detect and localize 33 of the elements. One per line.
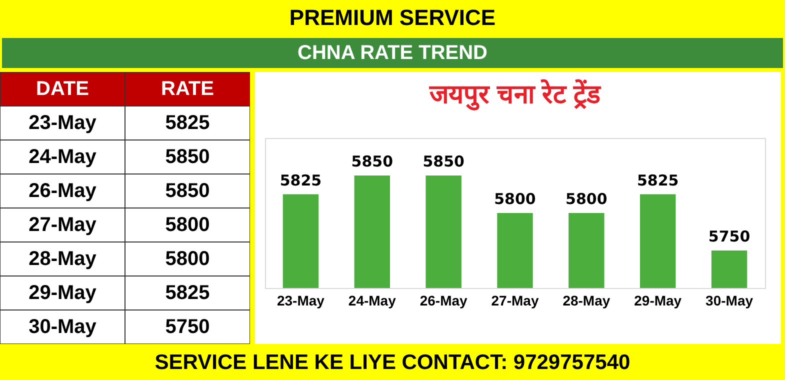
data-label: 5850 (165, 180, 210, 202)
text: RATE (161, 78, 214, 100)
text: SERVICE LENE KE LIYE CONTACT: 9729757540 (0, 346, 785, 380)
data-label: 5825 (280, 171, 322, 190)
category-label: 23-May (28, 112, 98, 134)
x-tick-label: 26-May (420, 292, 468, 308)
data-label: 5850 (351, 152, 394, 170)
chart-title: जयपुर चना रेट ट्रेंड (428, 79, 602, 111)
data-label: 5750 (165, 316, 210, 338)
data-label: 5750 (708, 228, 750, 246)
x-tick-label: 27-May (491, 292, 539, 308)
data-label: 5825 (165, 112, 210, 134)
data-label: 5825 (165, 282, 210, 304)
x-tick-label: 29-May (634, 292, 682, 308)
category-label: 27-May (28, 214, 98, 236)
data-label: 5800 (494, 190, 536, 208)
x-tick-label: 28-May (562, 292, 610, 308)
chart-subtitle: CHNA RATE TREND (2, 38, 783, 68)
category-label: 30-May (28, 316, 98, 338)
text: DATE (36, 78, 89, 100)
data-label: 5800 (566, 190, 608, 208)
x-tick-label: 30-May (706, 292, 754, 308)
category-label: 28-May (28, 248, 98, 270)
data-label: 5800 (165, 214, 210, 236)
data-label: 5850 (422, 152, 464, 170)
text: PREMIUM SERVICE (288, 4, 497, 32)
x-tick-label: 24-May (348, 292, 396, 308)
x-tick-label: 23-May (276, 292, 325, 308)
category-label: 26-May (28, 180, 98, 202)
category-label: 24-May (28, 146, 98, 168)
data-label: 5850 (165, 146, 210, 168)
data-label: 5800 (165, 248, 210, 270)
data-label: 5825 (636, 171, 679, 190)
